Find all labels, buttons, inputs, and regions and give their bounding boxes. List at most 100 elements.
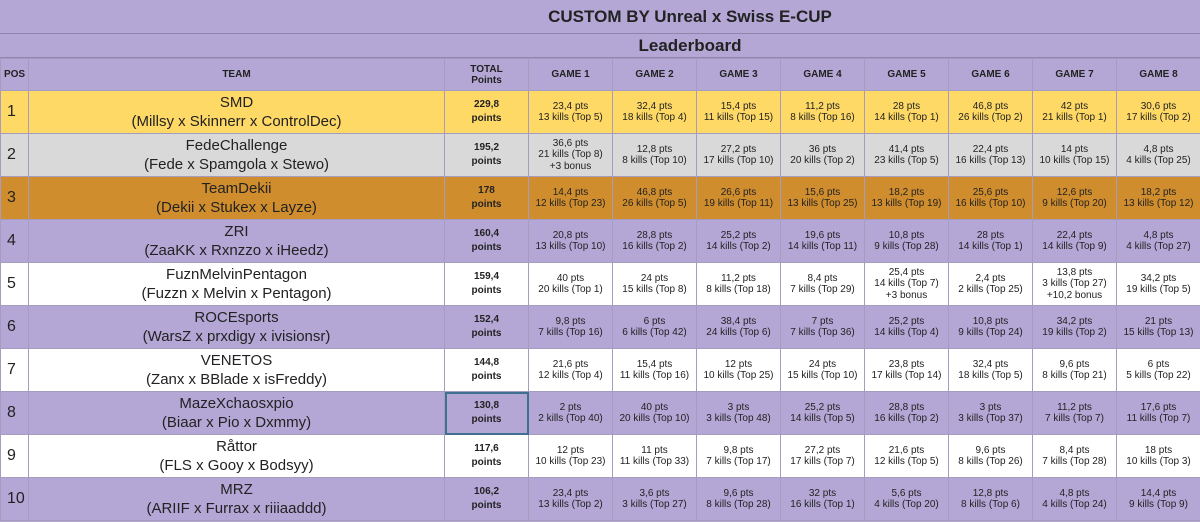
team-cell[interactable]: FuznMelvinPentagon (Fuzzn x Melvin x Pent… <box>28 262 445 306</box>
team-cell[interactable]: FedeChallenge (Fede x Spamgola x Stewo) <box>28 133 445 177</box>
game-3-cell[interactable]: 38,4 pts 24 kills (Top 6) <box>696 305 781 349</box>
total-points-cell[interactable]: 160,4 points <box>444 219 529 263</box>
game-7-cell[interactable]: 4,8 pts 4 kills (Top 24) <box>1032 477 1117 521</box>
game-3-cell[interactable]: 15,4 pts 11 kills (Top 15) <box>696 90 781 134</box>
team-cell[interactable]: VENETOS (Zanx x BBlade x isFreddy) <box>28 348 445 392</box>
team-cell[interactable]: ZRI (ZaaKK x Rxnzzo x iHeedz) <box>28 219 445 263</box>
game-3-cell[interactable]: 9,6 pts 8 kills (Top 28) <box>696 477 781 521</box>
game-8-cell[interactable]: 4,8 pts 4 kills (Top 25) <box>1116 133 1200 177</box>
game-4-cell[interactable]: 19,6 pts 14 kills (Top 11) <box>780 219 865 263</box>
game-8-cell[interactable]: 17,6 pts 11 kills (Top 7) <box>1116 391 1200 435</box>
total-points-cell[interactable]: 178 points <box>444 176 529 220</box>
pos-cell[interactable]: 3 <box>0 176 29 220</box>
header-total[interactable]: TOTAL Points <box>444 58 529 91</box>
game-7-cell[interactable]: 11,2 pts 7 kills (Top 7) <box>1032 391 1117 435</box>
total-points-cell[interactable]: 130,8 points <box>444 391 529 435</box>
game-5-cell[interactable]: 5,6 pts 4 kills (Top 20) <box>864 477 949 521</box>
game-4-cell[interactable]: 15,6 pts 13 kills (Top 25) <box>780 176 865 220</box>
header-game-5[interactable]: GAME 5 <box>864 58 949 91</box>
header-team[interactable]: TEAM <box>28 58 445 91</box>
game-6-cell[interactable]: 32,4 pts 18 kills (Top 5) <box>948 348 1033 392</box>
team-cell[interactable]: SMD (Millsy x Skinnerr x ControlDec) <box>28 90 445 134</box>
total-points-cell[interactable]: 144,8 points <box>444 348 529 392</box>
game-2-cell[interactable]: 28,8 pts 16 kills (Top 2) <box>612 219 697 263</box>
header-game-7[interactable]: GAME 7 <box>1032 58 1117 91</box>
game-6-cell[interactable]: 10,8 pts 9 kills (Top 24) <box>948 305 1033 349</box>
game-8-cell[interactable]: 18 pts 10 kills (Top 3) <box>1116 434 1200 478</box>
total-points-cell[interactable]: 229,8 points <box>444 90 529 134</box>
pos-cell[interactable]: 6 <box>0 305 29 349</box>
game-1-cell[interactable]: 40 pts 20 kills (Top 1) <box>528 262 613 306</box>
game-5-cell[interactable]: 41,4 pts 23 kills (Top 5) <box>864 133 949 177</box>
game-3-cell[interactable]: 9,8 pts 7 kills (Top 17) <box>696 434 781 478</box>
game-1-cell[interactable]: 20,8 pts 13 kills (Top 10) <box>528 219 613 263</box>
game-3-cell[interactable]: 11,2 pts 8 kills (Top 18) <box>696 262 781 306</box>
game-1-cell[interactable]: 12 pts 10 kills (Top 23) <box>528 434 613 478</box>
team-cell[interactable]: MRZ (ARIIF x Furrax x riiiaaddd) <box>28 477 445 521</box>
game-5-cell[interactable]: 25,2 pts 14 kills (Top 4) <box>864 305 949 349</box>
game-4-cell[interactable]: 7 pts 7 kills (Top 36) <box>780 305 865 349</box>
game-1-cell[interactable]: 2 pts 2 kills (Top 40) <box>528 391 613 435</box>
header-game-8[interactable]: GAME 8 <box>1116 58 1200 91</box>
game-3-cell[interactable]: 25,2 pts 14 kills (Top 2) <box>696 219 781 263</box>
game-7-cell[interactable]: 42 pts 21 kills (Top 1) <box>1032 90 1117 134</box>
pos-cell[interactable]: 9 <box>0 434 29 478</box>
game-5-cell[interactable]: 28 pts 14 kills (Top 1) <box>864 90 949 134</box>
game-4-cell[interactable]: 36 pts 20 kills (Top 2) <box>780 133 865 177</box>
pos-cell[interactable]: 4 <box>0 219 29 263</box>
game-4-cell[interactable]: 24 pts 15 kills (Top 10) <box>780 348 865 392</box>
game-7-cell[interactable]: 22,4 pts 14 kills (Top 9) <box>1032 219 1117 263</box>
game-4-cell[interactable]: 25,2 pts 14 kills (Top 5) <box>780 391 865 435</box>
total-points-cell[interactable]: 159,4 points <box>444 262 529 306</box>
game-2-cell[interactable]: 3,6 pts 3 kills (Top 27) <box>612 477 697 521</box>
header-game-4[interactable]: GAME 4 <box>780 58 865 91</box>
game-8-cell[interactable]: 18,2 pts 13 kills (Top 12) <box>1116 176 1200 220</box>
game-7-cell[interactable]: 9,6 pts 8 kills (Top 21) <box>1032 348 1117 392</box>
team-cell[interactable]: MazeXchaosxpio (Biaar x Pio x Dxmmy) <box>28 391 445 435</box>
game-8-cell[interactable]: 21 pts 15 kills (Top 13) <box>1116 305 1200 349</box>
pos-cell[interactable]: 1 <box>0 90 29 134</box>
game-6-cell[interactable]: 28 pts 14 kills (Top 1) <box>948 219 1033 263</box>
game-5-cell[interactable]: 21,6 pts 12 kills (Top 5) <box>864 434 949 478</box>
game-1-cell[interactable]: 9,8 pts 7 kills (Top 16) <box>528 305 613 349</box>
game-7-cell[interactable]: 34,2 pts 19 kills (Top 2) <box>1032 305 1117 349</box>
game-1-cell[interactable]: 21,6 pts 12 kills (Top 4) <box>528 348 613 392</box>
game-5-cell[interactable]: 10,8 pts 9 kills (Top 28) <box>864 219 949 263</box>
game-6-cell[interactable]: 9,6 pts 8 kills (Top 26) <box>948 434 1033 478</box>
game-2-cell[interactable]: 32,4 pts 18 kills (Top 4) <box>612 90 697 134</box>
game-5-cell[interactable]: 28,8 pts 16 kills (Top 2) <box>864 391 949 435</box>
game-6-cell[interactable]: 2,4 pts 2 kills (Top 25) <box>948 262 1033 306</box>
game-5-cell[interactable]: 18,2 pts 13 kills (Top 19) <box>864 176 949 220</box>
game-8-cell[interactable]: 30,6 pts 17 kills (Top 2) <box>1116 90 1200 134</box>
pos-cell[interactable]: 10 <box>0 477 29 521</box>
header-pos[interactable]: POS <box>0 58 29 91</box>
game-5-cell[interactable]: 23,8 pts 17 kills (Top 14) <box>864 348 949 392</box>
total-points-cell[interactable]: 117,6 points <box>444 434 529 478</box>
total-points-cell[interactable]: 152,4 points <box>444 305 529 349</box>
game-7-cell[interactable]: 13,8 pts 3 kills (Top 27) +10,2 bonus <box>1032 262 1117 306</box>
game-2-cell[interactable]: 15,4 pts 11 kills (Top 16) <box>612 348 697 392</box>
game-8-cell[interactable]: 14,4 pts 9 kills (Top 9) <box>1116 477 1200 521</box>
total-points-cell[interactable]: 195,2 points <box>444 133 529 177</box>
pos-cell[interactable]: 7 <box>0 348 29 392</box>
team-cell[interactable]: TeamDekii (Dekii x Stukex x Layze) <box>28 176 445 220</box>
game-2-cell[interactable]: 46,8 pts 26 kills (Top 5) <box>612 176 697 220</box>
game-8-cell[interactable]: 34,2 pts 19 kills (Top 5) <box>1116 262 1200 306</box>
game-3-cell[interactable]: 26,6 pts 19 kills (Top 11) <box>696 176 781 220</box>
game-1-cell[interactable]: 14,4 pts 12 kills (Top 23) <box>528 176 613 220</box>
pos-cell[interactable]: 8 <box>0 391 29 435</box>
game-1-cell[interactable]: 23,4 pts 13 kills (Top 5) <box>528 90 613 134</box>
total-points-cell[interactable]: 106,2 points <box>444 477 529 521</box>
game-2-cell[interactable]: 12,8 pts 8 kills (Top 10) <box>612 133 697 177</box>
game-3-cell[interactable]: 12 pts 10 kills (Top 25) <box>696 348 781 392</box>
game-4-cell[interactable]: 11,2 pts 8 kills (Top 16) <box>780 90 865 134</box>
game-6-cell[interactable]: 46,8 pts 26 kills (Top 2) <box>948 90 1033 134</box>
header-game-3[interactable]: GAME 3 <box>696 58 781 91</box>
game-8-cell[interactable]: 6 pts 5 kills (Top 22) <box>1116 348 1200 392</box>
game-5-cell[interactable]: 25,4 pts 14 kills (Top 7) +3 bonus <box>864 262 949 306</box>
game-3-cell[interactable]: 27,2 pts 17 kills (Top 10) <box>696 133 781 177</box>
pos-cell[interactable]: 2 <box>0 133 29 177</box>
game-4-cell[interactable]: 27,2 pts 17 kills (Top 7) <box>780 434 865 478</box>
game-3-cell[interactable]: 3 pts 3 kills (Top 48) <box>696 391 781 435</box>
game-6-cell[interactable]: 25,6 pts 16 kills (Top 10) <box>948 176 1033 220</box>
